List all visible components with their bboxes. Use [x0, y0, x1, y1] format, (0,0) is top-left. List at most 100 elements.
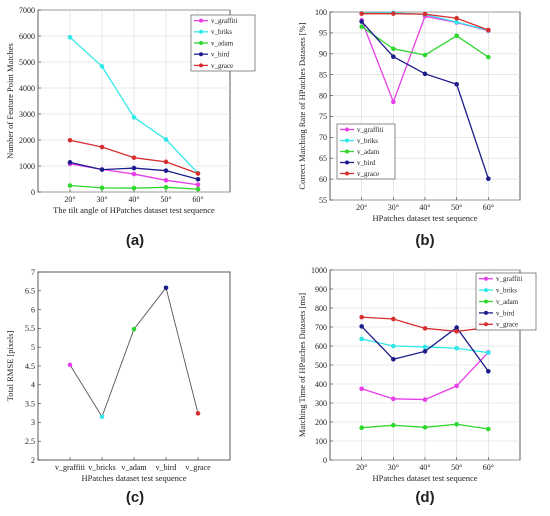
y-tick-label: 90 [319, 50, 327, 59]
data-point-v_adam [99, 185, 105, 191]
data-point-v_graffiti [195, 182, 201, 188]
legend-swatch-marker [199, 41, 203, 45]
data-point-v_adam [163, 185, 169, 190]
data-point-v_briks [454, 19, 459, 25]
legend-swatch-marker [484, 310, 488, 315]
data-point-v_grace [359, 314, 364, 320]
x-tick-label: 50° [451, 203, 462, 212]
legend-entry: v_grace [357, 170, 379, 178]
x-tick-label: 40° [419, 203, 430, 212]
data-point-v_bird [486, 368, 491, 374]
y-tick-label: 100 [315, 437, 327, 446]
x-tick-label: v_graffiti [55, 463, 86, 472]
data-point-v_bird [486, 176, 491, 181]
chart-panel-2: 55 60 65 70 75 80 85 90 95 100 20° 30° 40° 50° 60° HPat… [297, 8, 521, 249]
x-tick-label: 50° [160, 195, 171, 204]
x-tick-label: v_bricks [88, 463, 116, 472]
data-point-v_bird [131, 165, 137, 171]
x-tick-label: 20° [356, 203, 367, 212]
data-point-v_adam [422, 52, 428, 58]
y-tick-label: 6000 [19, 32, 35, 41]
y-tick-label: 75 [319, 112, 327, 121]
data-point-v_grace [195, 171, 201, 176]
y-tick-label: 2000 [19, 136, 35, 145]
data-point-v_briks [391, 343, 396, 349]
y-axis-label: Number of Feature Point Matches [5, 43, 15, 159]
x-tick-label: 40° [128, 195, 139, 204]
y-tick-label: 900 [315, 285, 327, 294]
panel-label: (b) [415, 232, 434, 249]
y-axis-label: Total RMSE [pixels] [5, 330, 15, 401]
y-tick-label: 5.5 [25, 324, 35, 333]
x-tick-label: 30° [388, 463, 399, 472]
panel-label: (c) [126, 489, 144, 506]
legend-swatch-marker [199, 52, 203, 57]
data-point-v_briks [486, 350, 491, 355]
data-point-v_briks [99, 64, 105, 69]
x-tick-label: 20° [356, 463, 367, 472]
data-point [195, 411, 201, 416]
data-point-v_grace [163, 159, 169, 165]
y-tick-label: 6.5 [25, 287, 35, 296]
panel-label: (d) [415, 489, 434, 506]
x-tick-label: v_adam [121, 463, 147, 472]
data-point-v_bird [454, 81, 459, 87]
legend-swatch-marker [345, 138, 349, 143]
y-tick-label: 300 [315, 399, 327, 408]
legend-entry: v_graffiti [496, 275, 522, 283]
x-tick-label: 60° [483, 203, 494, 212]
data-point-v_briks [131, 115, 137, 120]
data-point-v_graffiti [391, 396, 396, 402]
legend-entry: v_adam [211, 39, 234, 47]
data-point-v_grace [422, 326, 428, 331]
y-axis-label: Correct Matching Rate of HPatches Datase… [297, 22, 307, 189]
legend-entry: v_briks [211, 28, 232, 36]
legend-entry: v_grace [211, 62, 233, 70]
y-tick-label: 60 [319, 175, 327, 184]
y-tick-label: 1000 [19, 162, 35, 171]
legend-entry: v_grace [496, 321, 518, 329]
chart-panel-4: 0 100 200 300 400 500 600 700 800 900 1000 20° 30° 40… [297, 266, 537, 506]
legend: v_graffiti v_briks v_adam v_bird v_grace [336, 123, 396, 180]
y-tick-label: 2.5 [25, 437, 35, 446]
data-point-v_grace [391, 316, 396, 322]
data-point-v_adam [391, 422, 396, 428]
legend-entry: v_adam [496, 298, 519, 306]
y-tick-label: 700 [315, 323, 327, 332]
data-point [131, 326, 137, 332]
chart-panel-3: 2 2.5 3 3.5 4 4.5 5 5.5 6 6.5 7 v_graffiti v_bricks v… [5, 268, 231, 506]
data-point-v_adam [486, 54, 491, 60]
data-point-v_briks [163, 137, 169, 142]
y-tick-label: 4.5 [25, 362, 35, 371]
y-tick-label: 4000 [19, 84, 35, 93]
legend-swatch-marker [199, 18, 203, 23]
y-tick-label: 80 [319, 91, 327, 100]
data-point-v_graffiti [359, 386, 364, 392]
data-point-v_adam [454, 33, 459, 39]
legend-entry: v_bird [357, 159, 376, 167]
legend-swatch-marker [199, 63, 203, 68]
data-point-v_bird [163, 168, 169, 173]
y-tick-label: 5000 [19, 58, 35, 67]
data-point-v_bird [359, 324, 364, 329]
legend-entry: v_graffiti [211, 17, 237, 25]
y-tick-label: 100 [315, 8, 327, 17]
y-tick-label: 0 [31, 188, 35, 197]
data-point-v_bird [422, 349, 428, 354]
legend-entry: v_bird [496, 309, 515, 317]
y-tick-label: 70 [319, 133, 327, 142]
y-tick-label: 4 [31, 381, 35, 390]
y-tick-label: 7 [31, 268, 35, 277]
data-point-v_grace [391, 11, 396, 16]
chart-panel-1: 0 1000 2000 3000 4000 5000 6000 7000 20° 30° 40° 50… [5, 6, 256, 249]
legend-entry: v_bird [211, 51, 230, 59]
data-point-v_adam [67, 183, 73, 188]
y-tick-label: 1000 [311, 266, 327, 275]
data-point-v_graffiti [422, 397, 428, 402]
legend-swatch-marker [345, 149, 349, 154]
y-tick-label: 7000 [19, 6, 35, 15]
data-point-v_adam [195, 186, 201, 192]
data-point [163, 285, 169, 291]
data-point-v_bird [422, 71, 428, 77]
